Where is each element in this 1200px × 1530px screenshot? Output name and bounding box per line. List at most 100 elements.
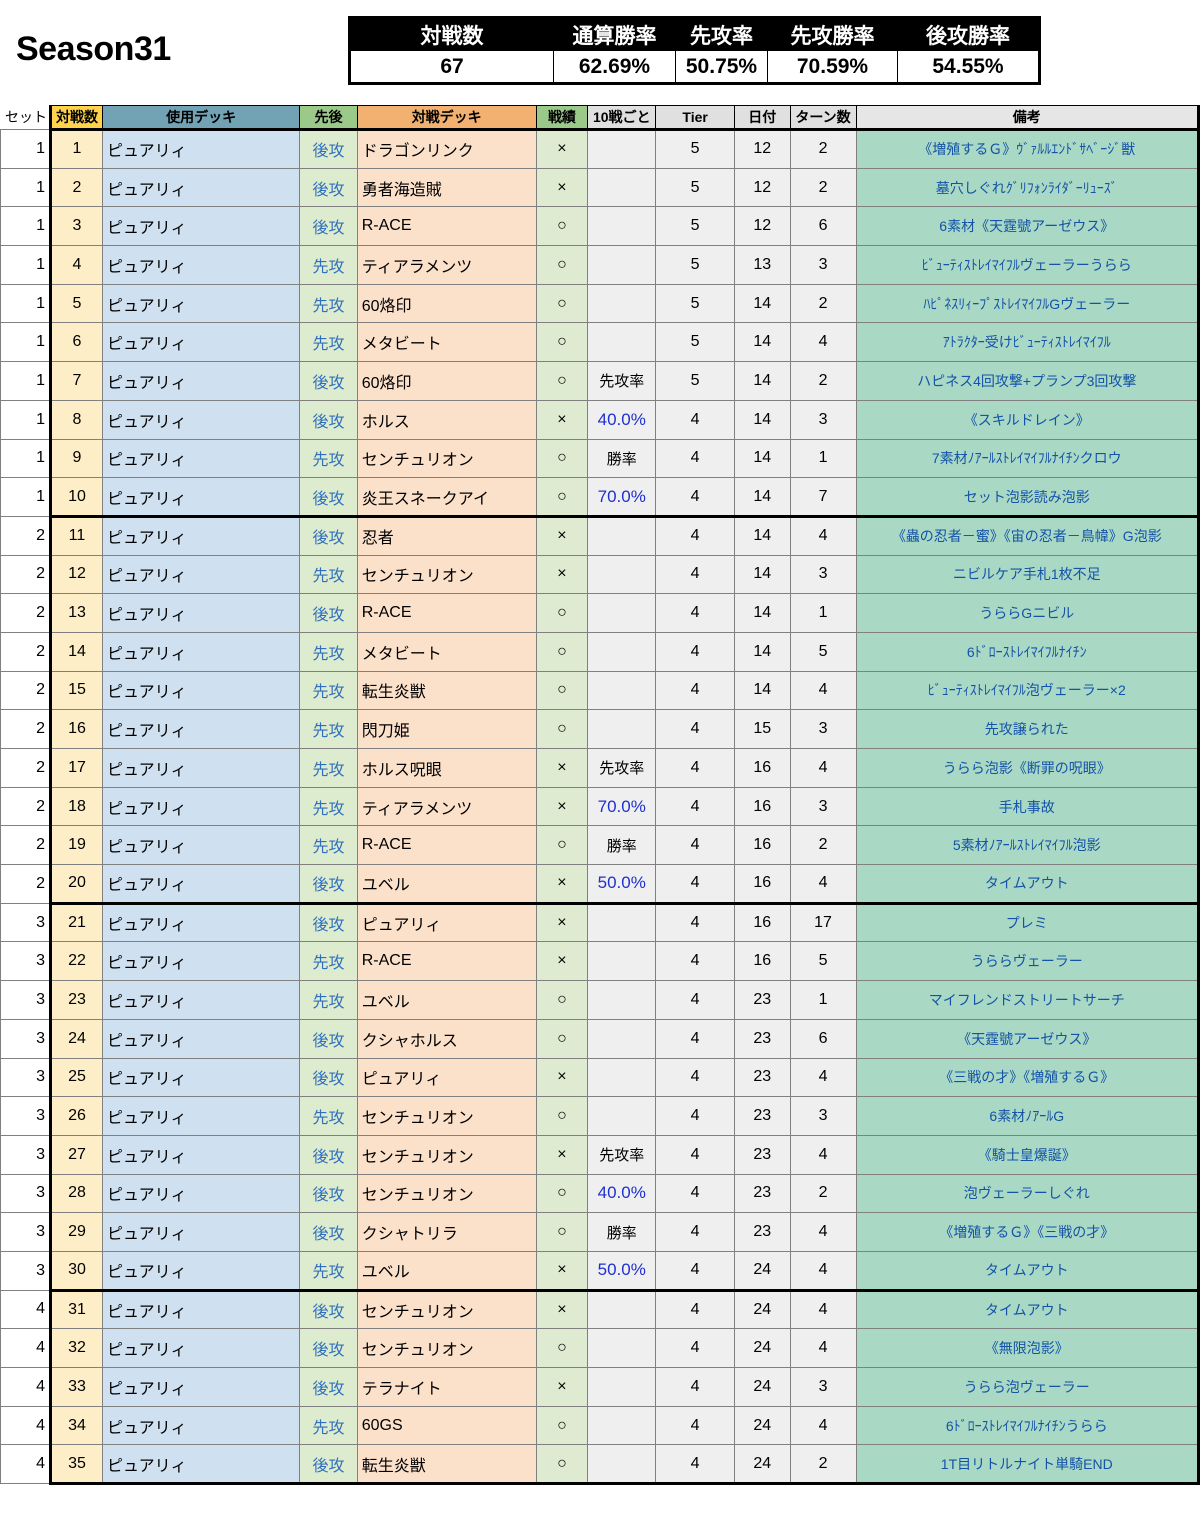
cell-turn-order: 先攻 — [299, 748, 358, 788]
cell-turn-order: 後攻 — [299, 399, 358, 440]
cell-set-number: 2 — [0, 631, 51, 672]
cell-remark: ニビルケア手札1枚不足 — [855, 554, 1200, 595]
cell-set-number: 1 — [0, 361, 51, 401]
cell-my-deck: ピュアリィ — [101, 1367, 301, 1407]
cell-set-number: 4 — [0, 1444, 51, 1485]
cell-remark: 《天霆號アーゼウス》 — [855, 1018, 1200, 1059]
summary-value-second-winrate: 54.55% — [897, 50, 1040, 84]
table-row: 1 1 ピュアリィ 後攻 ドラゴンリンク × 5 12 2 《増殖するＧ》ｳﾞｧﾙﾙｴﾝﾄﾞｻﾍﾞ… — [0, 128, 1200, 169]
cell-remark: 6ﾄﾞﾛｰｽﾄﾚｲﾏｲﾌﾙﾅｲﾁﾝうらら — [855, 1405, 1200, 1446]
cell-date-value: 14 — [734, 361, 791, 401]
cell-date-value: 24 — [734, 1444, 791, 1486]
cell-match-result: ○ — [535, 1173, 589, 1214]
cell-date-value: 14 — [734, 514, 791, 556]
match-log-table: セット 対戦数 使用デッキ 先後 対戦デッキ 戦績 10戦ごと Tier 日付 … — [0, 105, 1200, 1486]
cell-opponent-deck: R-ACE — [356, 825, 537, 866]
cell-tier-value: 4 — [655, 1212, 736, 1252]
table-row: 2 20 ピュアリィ 後攻 ユベル × 50.0% 4 16 4 タイムアウト — [0, 864, 1200, 905]
cell-remark: 5素材ﾉｱｰﾙｽﾄﾚｲﾏｲﾌﾙ泡影 — [855, 825, 1200, 866]
cell-set-number: 2 — [0, 515, 51, 556]
cell-my-deck: ピュアリィ — [101, 399, 301, 440]
cell-turn-count: 4 — [789, 1405, 857, 1446]
cell-per-ten-stat — [587, 709, 657, 749]
cell-my-deck: ピュアリィ — [101, 1096, 301, 1136]
cell-turn-count: 4 — [789, 1057, 857, 1098]
cell-my-deck: ピュアリィ — [101, 1444, 301, 1486]
cell-date-value: 14 — [734, 631, 791, 672]
col-header-tier: Tier — [655, 105, 736, 130]
cell-set-number: 2 — [0, 825, 51, 866]
cell-match-number: 21 — [48, 901, 103, 943]
table-row: 2 11 ピュアリィ 後攻 忍者 × 4 14 4 《蟲の忍者－蜜》《宙の忍者－鳥幃》G泡影 — [0, 514, 1200, 556]
cell-tier-value: 5 — [655, 361, 736, 401]
cell-set-number: 3 — [0, 1134, 51, 1175]
cell-per-ten-stat — [587, 167, 657, 208]
cell-tier-value: 4 — [655, 438, 736, 479]
cell-per-ten-stat: 勝率 — [587, 825, 657, 866]
cell-per-ten-stat — [587, 283, 657, 324]
cell-remark: 墓穴しぐれｸﾞﾘﾌｫﾝﾗｲﾀﾞｰﾘｭｰｽﾞ — [855, 167, 1200, 208]
cell-my-deck: ピュアリィ — [101, 554, 301, 595]
page-title: Season31 — [16, 30, 171, 68]
table-row: 4 35 ピュアリィ 後攻 転生炎獣 ○ 4 24 2 1T目リトルナイト単騎END — [0, 1444, 1200, 1486]
cell-per-ten-stat: 先攻率 — [587, 361, 657, 401]
cell-per-ten-stat — [587, 1018, 657, 1059]
col-header-oppdeck: 対戦デッキ — [356, 105, 537, 130]
cell-my-deck: ピュアリィ — [101, 901, 301, 943]
cell-set-number: 2 — [0, 786, 51, 827]
cell-tier-value: 4 — [655, 1367, 736, 1407]
cell-tier-value: 4 — [655, 1405, 736, 1446]
cell-match-result: ○ — [535, 1444, 589, 1486]
cell-opponent-deck: R-ACE — [356, 593, 537, 633]
cell-remark: 《増殖するＧ》《三戦の才》 — [855, 1212, 1200, 1252]
cell-remark: うららヴェーラー — [855, 941, 1200, 982]
cell-turn-count: 17 — [789, 901, 857, 943]
cell-tier-value: 4 — [655, 1096, 736, 1136]
cell-set-number: 3 — [0, 1096, 51, 1136]
cell-turn-count: 5 — [789, 941, 857, 982]
cell-opponent-deck: センチュリオン — [356, 1096, 537, 1136]
cell-match-result: ○ — [535, 825, 589, 866]
cell-turn-order: 後攻 — [299, 1328, 358, 1368]
cell-match-number: 28 — [48, 1173, 103, 1214]
cell-turn-count: 4 — [789, 1212, 857, 1252]
cell-match-result: × — [535, 1288, 589, 1330]
cell-match-result: × — [535, 1367, 589, 1407]
cell-match-number: 13 — [48, 593, 103, 633]
cell-opponent-deck: ピュアリィ — [356, 1057, 537, 1098]
cell-my-deck: ピュアリィ — [101, 128, 301, 169]
cell-match-number: 22 — [48, 941, 103, 982]
cell-my-deck: ピュアリィ — [101, 1173, 301, 1214]
cell-turn-count: 7 — [789, 477, 857, 518]
cell-set-number: 4 — [0, 1405, 51, 1446]
cell-match-result: ○ — [535, 245, 589, 285]
cell-turn-order: 後攻 — [299, 1212, 358, 1252]
table-row: 1 3 ピュアリィ 後攻 R-ACE ○ 5 12 6 6素材《天霆號アーゼウス》 — [0, 206, 1200, 247]
table-row: 3 30 ピュアリィ 先攻 ユベル × 50.0% 4 24 4 タイムアウト — [0, 1250, 1200, 1292]
cell-tier-value: 5 — [655, 322, 736, 363]
cell-date-value: 24 — [734, 1367, 791, 1407]
cell-my-deck: ピュアリィ — [101, 1134, 301, 1175]
cell-opponent-deck: ユベル — [356, 864, 537, 905]
cell-match-number: 5 — [48, 283, 103, 324]
table-row: 1 6 ピュアリィ 先攻 メタビート ○ 5 14 4 ｱﾄﾗｸﾀｰ受けﾋﾞｭｰﾃｨｽﾄﾚｲﾏｲﾌ… — [0, 322, 1200, 363]
cell-turn-count: 3 — [789, 245, 857, 285]
summary-value-overall-winrate: 62.69% — [553, 50, 676, 84]
cell-opponent-deck: 60烙印 — [356, 283, 537, 324]
table-row: 3 28 ピュアリィ 後攻 センチュリオン ○ 40.0% 4 23 2 泡ヴェーラーしぐれ — [0, 1173, 1200, 1214]
cell-tier-value: 5 — [655, 128, 736, 169]
cell-opponent-deck: R-ACE — [356, 941, 537, 982]
cell-match-result: ○ — [535, 980, 589, 1020]
cell-turn-order: 先攻 — [299, 631, 358, 672]
cell-match-number: 23 — [48, 980, 103, 1020]
cell-tier-value: 4 — [655, 864, 736, 905]
cell-my-deck: ピュアリィ — [101, 1288, 301, 1330]
cell-opponent-deck: 閃刀姫 — [356, 709, 537, 749]
cell-turn-count: 3 — [789, 786, 857, 827]
cell-set-number: 4 — [0, 1367, 51, 1407]
cell-turn-count: 2 — [789, 361, 857, 401]
cell-my-deck: ピュアリィ — [101, 167, 301, 208]
cell-remark: タイムアウト — [855, 864, 1200, 905]
cell-remark: うらら泡影《断罪の呪眼》 — [855, 748, 1200, 788]
cell-date-value: 12 — [734, 128, 791, 169]
